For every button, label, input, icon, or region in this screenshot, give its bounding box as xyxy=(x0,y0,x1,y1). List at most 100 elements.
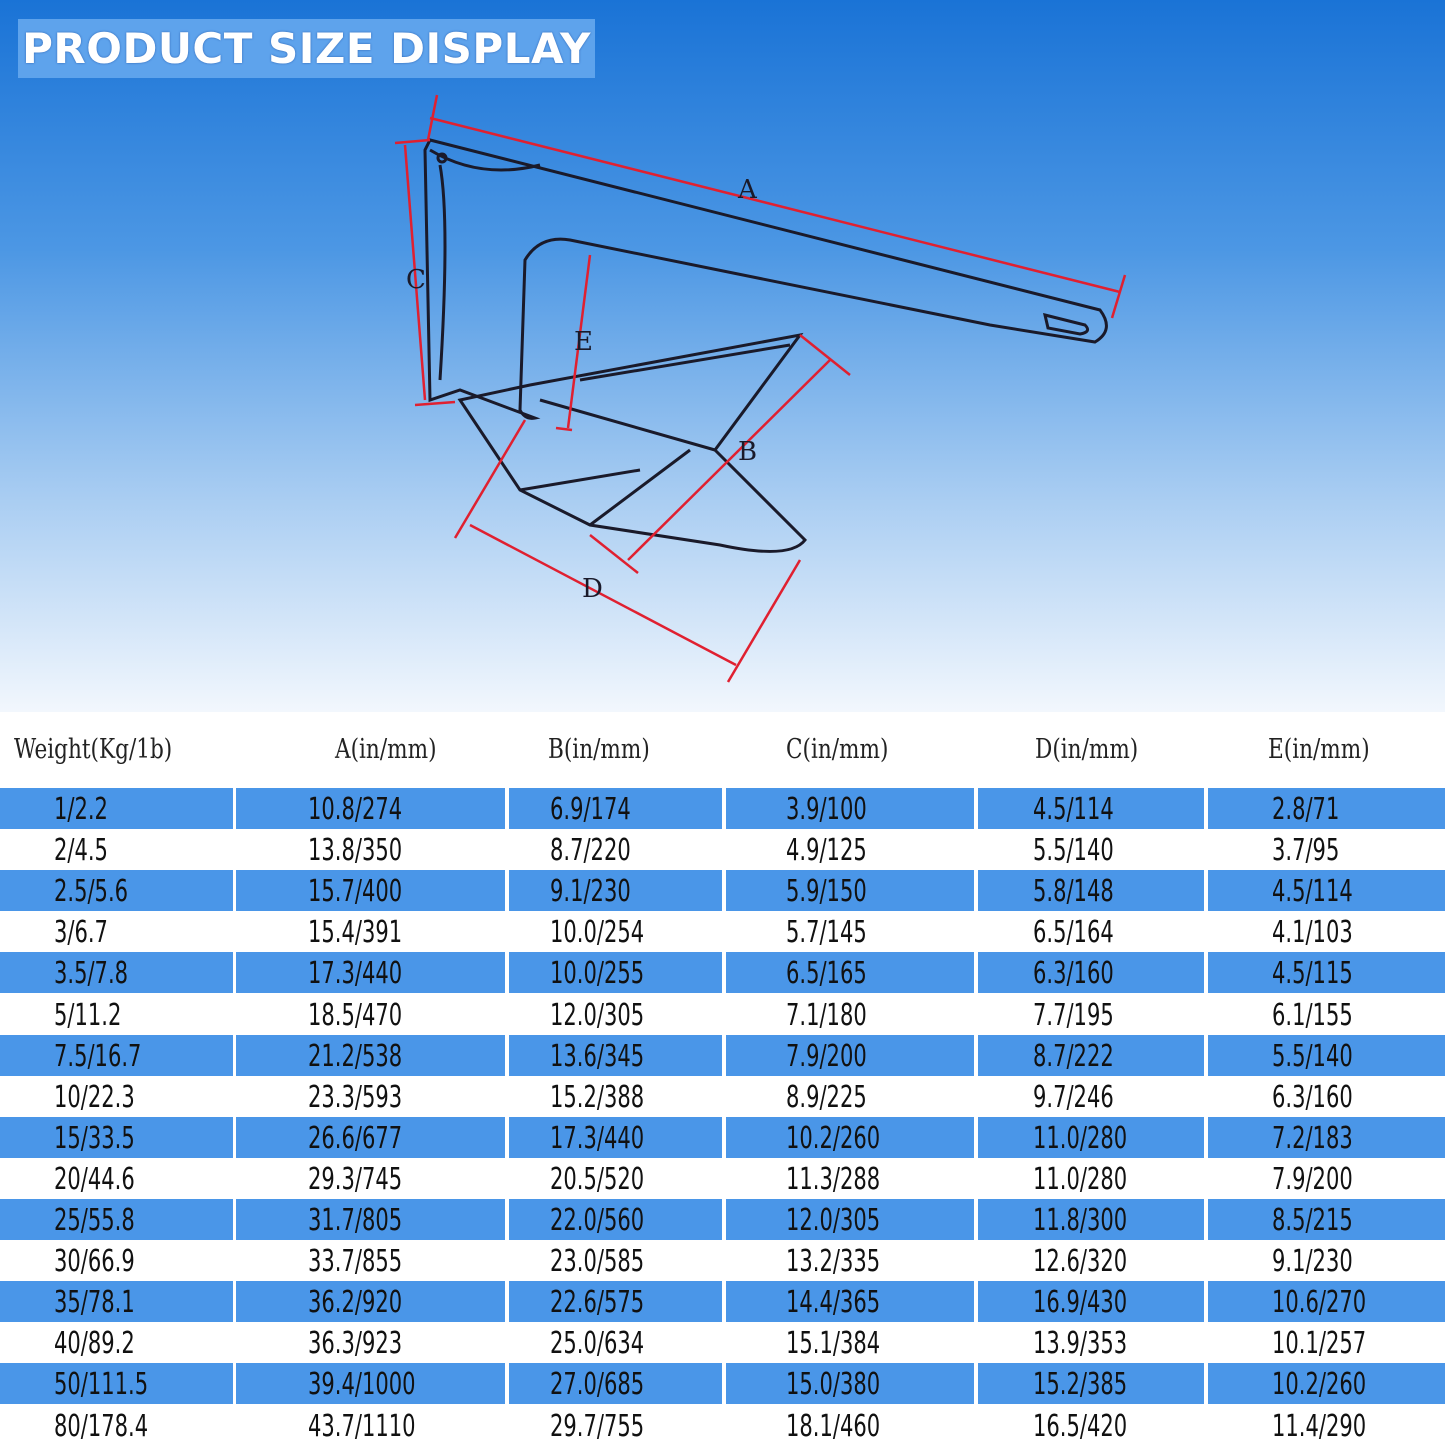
cell-c: 15.1/384 xyxy=(726,1322,974,1363)
cell-b: 25.0/634 xyxy=(509,1322,722,1363)
cell-d: 15.2/385 xyxy=(978,1363,1204,1405)
cell-e: 10.6/270 xyxy=(1208,1281,1445,1323)
cell-d: 5.8/148 xyxy=(978,870,1204,912)
cell-e: 8.5/215 xyxy=(1208,1199,1445,1240)
cell-value: 7.2/183 xyxy=(1272,1120,1353,1156)
cell-a: 21.2/538 xyxy=(236,1034,505,1076)
label-c: C xyxy=(406,265,426,295)
cell-e: 6.3/160 xyxy=(1208,1076,1445,1117)
anchor-outline xyxy=(423,138,1108,553)
cell-value: 13.2/335 xyxy=(786,1244,881,1280)
cell-weight: 1/2.2 xyxy=(0,788,233,829)
cell-value: 6.3/160 xyxy=(1272,1079,1353,1115)
cell-d: 7.7/195 xyxy=(978,994,1204,1035)
page-title: PRODUCT SIZE DISPLAY xyxy=(18,19,595,78)
cell-value: 12.0/305 xyxy=(550,997,645,1033)
cell-value: 3.5/7.8 xyxy=(54,956,129,992)
cell-c: 4.9/125 xyxy=(726,829,974,870)
cell-b: 29.7/755 xyxy=(509,1405,722,1446)
cell-d: 11.0/280 xyxy=(978,1116,1204,1158)
cell-weight: 20/44.6 xyxy=(0,1158,233,1199)
cell-b: 15.2/388 xyxy=(509,1076,722,1117)
cell-value: 5.5/140 xyxy=(1033,833,1114,869)
cell-value: 4.5/114 xyxy=(1272,874,1353,910)
cell-value: 18.5/470 xyxy=(308,997,403,1033)
cell-value: 35/78.1 xyxy=(54,1285,135,1321)
table-row: 40/89.2 36.3/923 25.0/634 15.1/384 13.9/353 1… xyxy=(0,1322,1445,1363)
cell-value: 29.3/745 xyxy=(308,1161,403,1197)
cell-value: 6.3/160 xyxy=(1033,956,1114,992)
cell-weight: 2.5/5.6 xyxy=(0,870,233,912)
cell-value: 23.3/593 xyxy=(308,1079,403,1115)
table-row: 30/66.9 33.7/855 23.0/585 13.2/335 12.6/320 9… xyxy=(0,1240,1445,1281)
cell-value: 15.2/388 xyxy=(550,1079,645,1115)
cell-value: 29.7/755 xyxy=(550,1408,645,1444)
cell-a: 26.6/677 xyxy=(236,1116,505,1158)
table-row: 1/2.2 10.8/274 6.9/174 3.9/100 4.5/114 2.8/71 xyxy=(0,788,1445,829)
table-row: 80/178.4 43.7/1110 29.7/755 18.1/460 16.5/42… xyxy=(0,1405,1445,1446)
cell-value: 40/89.2 xyxy=(54,1326,135,1362)
cell-a: 39.4/1000 xyxy=(236,1363,505,1405)
cell-weight: 10/22.3 xyxy=(0,1076,233,1117)
table-row: 50/111.5 39.4/1000 27.0/685 15.0/380 15.2/38… xyxy=(0,1363,1445,1405)
cell-value: 30/66.9 xyxy=(54,1244,135,1280)
cell-d: 4.5/114 xyxy=(978,788,1204,829)
cell-e: 10.2/260 xyxy=(1208,1363,1445,1405)
cell-d: 8.7/222 xyxy=(978,1034,1204,1076)
cell-value: 9.7/246 xyxy=(1033,1079,1114,1115)
table-row: 3/6.7 15.4/391 10.0/254 5.7/145 6.5/164 4.1/1… xyxy=(0,911,1445,952)
table-row: 5/11.2 18.5/470 12.0/305 7.1/180 7.7/195 6.1/… xyxy=(0,994,1445,1035)
cell-weight: 35/78.1 xyxy=(0,1281,233,1323)
cell-b: 20.5/520 xyxy=(509,1158,722,1199)
cell-a: 29.3/745 xyxy=(236,1158,505,1199)
cell-value: 2.8/71 xyxy=(1272,792,1340,827)
cell-value: 5.8/148 xyxy=(1033,874,1114,910)
cell-b: 22.0/560 xyxy=(509,1199,722,1240)
cell-value: 9.1/230 xyxy=(550,874,631,910)
cell-value: 16.9/430 xyxy=(1033,1285,1128,1321)
cell-value: 21.2/538 xyxy=(308,1038,403,1074)
cell-value: 17.3/440 xyxy=(550,1120,645,1156)
cell-value: 12.0/305 xyxy=(786,1203,881,1238)
cell-value: 27.0/685 xyxy=(550,1367,645,1403)
cell-weight: 80/178.4 xyxy=(0,1405,233,1446)
cell-e: 7.9/200 xyxy=(1208,1158,1445,1199)
cell-c: 5.7/145 xyxy=(726,911,974,952)
cell-value: 3/6.7 xyxy=(54,915,108,951)
cell-b: 23.0/585 xyxy=(509,1240,722,1281)
cell-value: 3.9/100 xyxy=(786,792,867,827)
cell-b: 10.0/255 xyxy=(509,952,722,994)
label-d: D xyxy=(582,574,603,604)
cell-value: 8.5/215 xyxy=(1272,1203,1353,1238)
cell-c: 7.9/200 xyxy=(726,1034,974,1076)
cell-a: 43.7/1110 xyxy=(236,1405,505,1446)
cell-value: 5.7/145 xyxy=(786,915,867,951)
cell-e: 10.1/257 xyxy=(1208,1322,1445,1363)
cell-value: 3.7/95 xyxy=(1272,833,1340,869)
cell-b: 12.0/305 xyxy=(509,994,722,1035)
cell-value: 13.6/345 xyxy=(550,1038,645,1074)
cell-value: 10.2/260 xyxy=(786,1120,881,1156)
cell-value: 4.5/115 xyxy=(1272,956,1353,992)
cell-e: 4.1/103 xyxy=(1208,911,1445,952)
cell-e: 6.1/155 xyxy=(1208,994,1445,1035)
cell-b: 22.6/575 xyxy=(509,1281,722,1323)
cell-c: 15.0/380 xyxy=(726,1363,974,1405)
table-row: 7.5/16.7 21.2/538 13.6/345 7.9/200 8.7/222 5.… xyxy=(0,1034,1445,1076)
cell-value: 6.1/155 xyxy=(1272,997,1353,1033)
cell-value: 11.8/300 xyxy=(1033,1203,1128,1238)
cell-a: 10.8/274 xyxy=(236,788,505,829)
cell-d: 6.3/160 xyxy=(978,952,1204,994)
cell-value: 10.8/274 xyxy=(308,792,403,827)
cell-weight: 7.5/16.7 xyxy=(0,1034,233,1076)
cell-e: 4.5/115 xyxy=(1208,952,1445,994)
cell-weight: 50/111.5 xyxy=(0,1363,233,1405)
cell-value: 2/4.5 xyxy=(54,833,108,869)
cell-value: 2.5/5.6 xyxy=(54,874,129,910)
cell-value: 13.9/353 xyxy=(1033,1326,1128,1362)
cell-value: 10.2/260 xyxy=(1272,1367,1367,1403)
cell-b: 6.9/174 xyxy=(509,788,722,829)
cell-value: 39.4/1000 xyxy=(308,1367,416,1403)
table-row: 10/22.3 23.3/593 15.2/388 8.9/225 9.7/246 6.3… xyxy=(0,1076,1445,1117)
cell-value: 26.6/677 xyxy=(308,1120,403,1156)
